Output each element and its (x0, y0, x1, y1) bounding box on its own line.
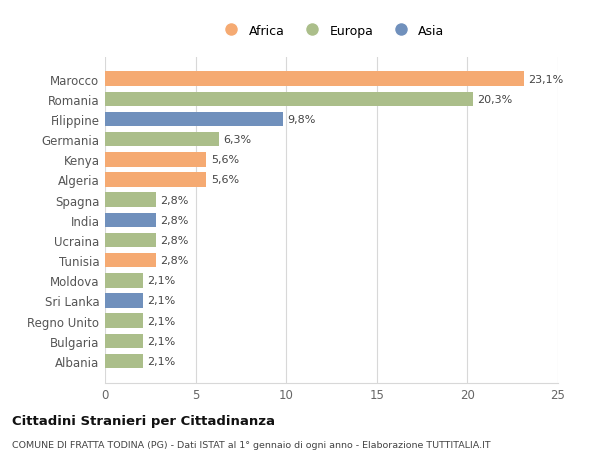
Bar (105, 334, 143, 348)
Bar (105, 193, 156, 207)
Text: 2,1%: 2,1% (148, 296, 176, 306)
Text: Cittadini Stranieri per Cittadinanza: Cittadini Stranieri per Cittadinanza (12, 414, 275, 428)
Text: COMUNE DI FRATTA TODINA (PG) - Dati ISTAT al 1° gennaio di ogni anno - Elaborazi: COMUNE DI FRATTA TODINA (PG) - Dati ISTA… (12, 441, 491, 449)
Text: 23,1%: 23,1% (528, 74, 563, 84)
Bar (105, 213, 156, 228)
Bar (105, 173, 206, 187)
Text: 2,1%: 2,1% (148, 356, 176, 366)
Text: 2,8%: 2,8% (160, 235, 188, 246)
Text: 2,1%: 2,1% (148, 276, 176, 285)
Bar (105, 112, 283, 127)
Bar (105, 274, 143, 288)
Text: 2,8%: 2,8% (160, 215, 188, 225)
Legend: Africa, Europa, Asia: Africa, Europa, Asia (218, 24, 445, 38)
Bar (105, 133, 219, 147)
Text: 2,1%: 2,1% (148, 316, 176, 326)
Text: 6,3%: 6,3% (224, 135, 252, 145)
Bar (105, 153, 206, 167)
Bar (105, 92, 473, 107)
Text: 20,3%: 20,3% (478, 95, 512, 105)
Text: 9,8%: 9,8% (287, 115, 316, 125)
Bar (105, 354, 143, 369)
Text: 5,6%: 5,6% (211, 155, 239, 165)
Text: 5,6%: 5,6% (211, 175, 239, 185)
Bar (105, 294, 143, 308)
Bar (105, 72, 524, 87)
Bar (105, 313, 143, 328)
Bar (105, 253, 156, 268)
Text: 2,8%: 2,8% (160, 256, 188, 266)
Text: 2,1%: 2,1% (148, 336, 176, 346)
Bar (105, 233, 156, 248)
Text: 2,8%: 2,8% (160, 195, 188, 205)
